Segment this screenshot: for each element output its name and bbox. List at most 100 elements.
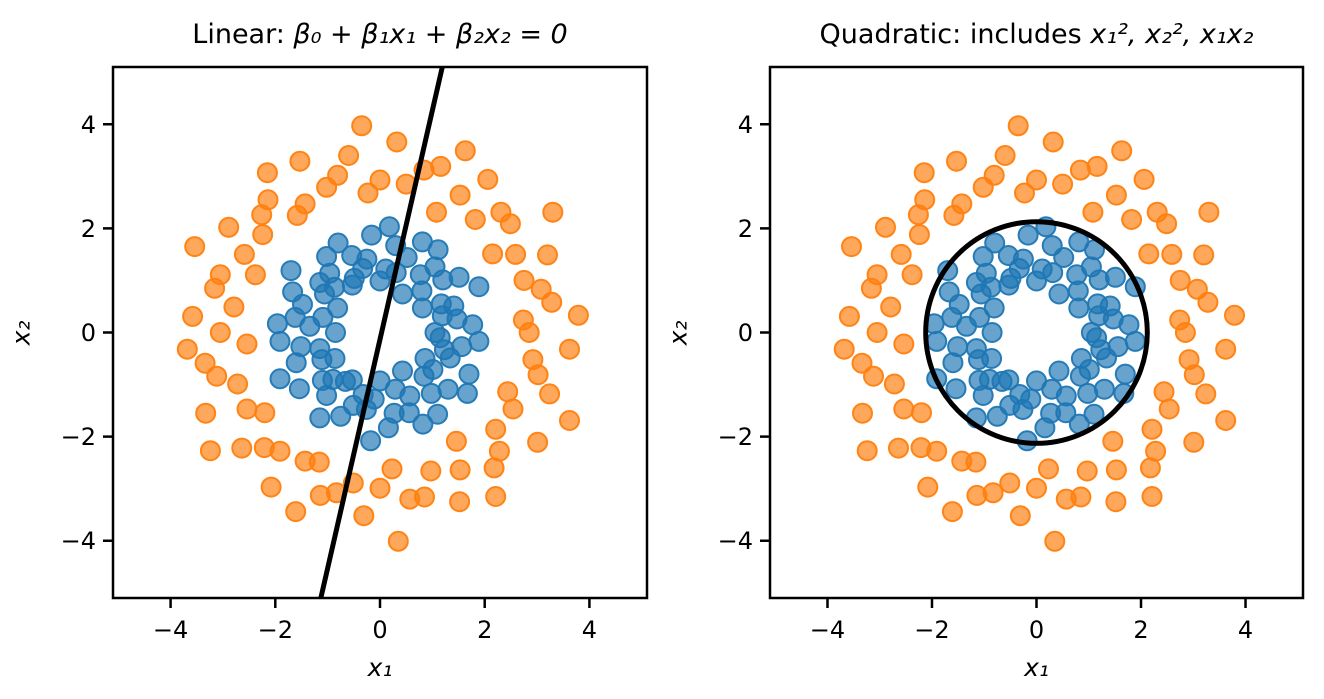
outer-data-point: [449, 184, 471, 206]
outer-data-point: [236, 398, 258, 420]
outer-data-point: [1161, 243, 1183, 265]
inner-data-point: [997, 245, 1019, 266]
outer-data-point: [256, 162, 278, 184]
right-plot-title: Quadratic: includes x₁², x₂², x₁x₂: [690, 15, 1324, 55]
outer-data-point: [851, 352, 873, 374]
outer-data-point: [866, 264, 888, 286]
outer-data-point: [1044, 530, 1066, 552]
inner-data-point: [1104, 266, 1126, 288]
inner-data-point: [991, 370, 1013, 392]
outer-data-point: [194, 352, 216, 374]
outer-data-point: [289, 150, 311, 172]
outer-data-point: [1133, 168, 1155, 190]
outer-data-point: [1169, 269, 1191, 291]
x-tick-label: −4: [810, 616, 845, 644]
outer-data-point: [1102, 430, 1124, 452]
inner-data-point: [1048, 360, 1070, 382]
inner-data-point: [280, 260, 302, 282]
inner-data-point: [429, 327, 451, 349]
y-tick-label: −4: [718, 527, 753, 555]
outer-data-point: [1138, 243, 1160, 265]
right-x-axis-label: x₁: [1024, 653, 1049, 682]
outer-data-point: [994, 145, 1016, 166]
outer-data-point: [353, 505, 375, 527]
outer-data-point: [911, 402, 932, 424]
y-tick-label: 0: [738, 319, 753, 347]
inner-data-point: [269, 368, 291, 390]
axes-spines: [768, 65, 1305, 600]
inner-data-point: [288, 378, 310, 400]
inner-data-point: [1114, 363, 1136, 385]
outer-data-point: [254, 402, 276, 424]
outer-data-point: [485, 486, 507, 507]
inner-data-point: [343, 267, 365, 289]
outer-data-point: [369, 169, 391, 191]
outer-data-point: [1224, 304, 1245, 326]
outer-data-point: [559, 338, 580, 360]
outer-data-point: [176, 338, 198, 360]
outer-data-point: [1009, 505, 1031, 527]
outer-data-point: [1111, 140, 1133, 162]
outer-data-point: [1195, 383, 1217, 405]
inner-data-point: [456, 382, 478, 404]
outer-data-point: [1086, 155, 1108, 177]
outer-data-point: [502, 398, 524, 420]
outer-data-point: [1052, 173, 1074, 195]
left-plot-canvas: −4 −2 0 2 4 −4 −2 0 2 4: [61, 65, 649, 644]
inner-data-point: [330, 405, 352, 427]
inner-class-points: [923, 216, 1146, 452]
outer-data-point: [1026, 169, 1047, 191]
right-subplot: Quadratic: includes x₁², x₂², x₁x₂ −4 −2 0…: [664, 19, 1305, 682]
outer-data-point: [1183, 364, 1205, 386]
outer-data-point: [1197, 291, 1219, 313]
left-y-axis-label: x₂: [6, 320, 36, 345]
inner-data-point: [325, 322, 346, 343]
linear-decision-boundary: [318, 66, 445, 599]
outer-data-point: [893, 398, 915, 420]
y-tick-label: −4: [61, 527, 96, 555]
inner-data-point: [926, 330, 948, 352]
outer-data-point: [231, 437, 253, 459]
outer-data-point: [527, 431, 549, 453]
outer-data-point: [199, 440, 221, 462]
inner-data-point: [266, 313, 288, 335]
outer-data-point: [1076, 460, 1098, 482]
inner-data-point: [1017, 224, 1039, 246]
outer-data-point: [893, 333, 915, 355]
outer-data-point: [951, 450, 973, 472]
inner-data-point: [972, 385, 994, 406]
inner-data-point: [437, 378, 459, 400]
left-x-axis-label: x₁: [367, 653, 393, 682]
outer-data-point: [542, 201, 564, 223]
outer-data-point: [209, 264, 231, 286]
outer-class-points: [176, 115, 589, 552]
outer-data-point: [1156, 213, 1178, 235]
outer-data-point: [946, 150, 967, 172]
inner-data-point: [1012, 399, 1034, 420]
outer-data-point: [445, 430, 467, 452]
outer-data-point: [1014, 182, 1035, 204]
inner-data-point: [1099, 295, 1121, 317]
inner-data-point: [1093, 378, 1115, 400]
inner-data-point: [424, 256, 446, 278]
outer-data-point: [260, 476, 282, 498]
inner-data-point: [309, 272, 331, 293]
outer-data-point: [527, 364, 549, 386]
outer-data-point: [309, 484, 331, 506]
circular-decision-boundary: [923, 219, 1150, 446]
outer-data-point: [1183, 431, 1205, 453]
outer-data-point: [454, 140, 476, 162]
outer-data-point: [1193, 244, 1215, 266]
outer-data-point: [914, 189, 936, 211]
inner-data-point: [398, 402, 420, 424]
outer-data-point: [482, 243, 504, 265]
outer-data-point: [184, 236, 206, 258]
outer-data-point: [257, 189, 279, 211]
outer-data-point: [218, 216, 240, 238]
outer-data-point: [206, 365, 228, 387]
outer-data-point: [294, 193, 316, 215]
inner-class-points: [266, 216, 490, 452]
outer-data-point: [1158, 398, 1180, 420]
inner-data-point: [458, 363, 480, 385]
outer-data-point: [1215, 338, 1237, 360]
